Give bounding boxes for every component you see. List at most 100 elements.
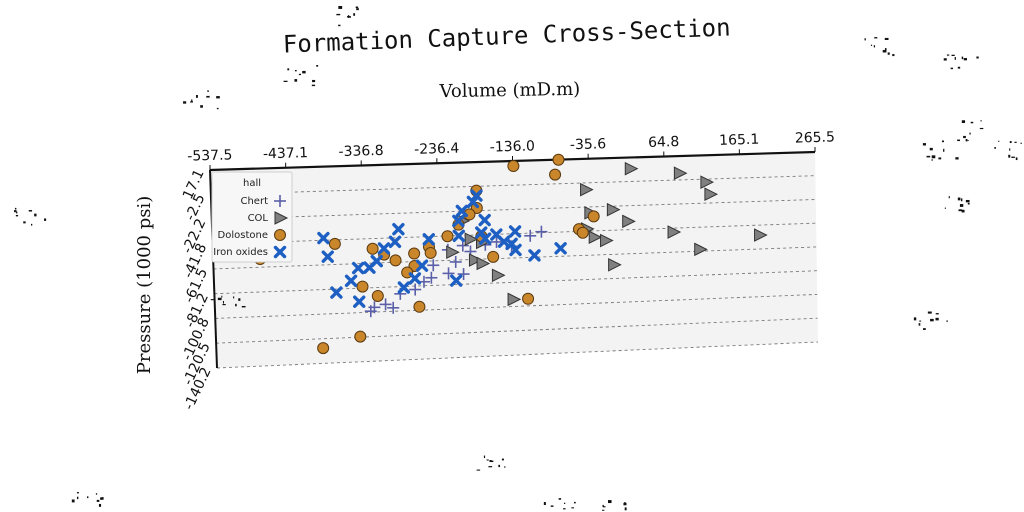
speckle [927, 311, 932, 314]
x-b [490, 228, 503, 241]
speckle [948, 196, 950, 199]
speckle [935, 313, 939, 315]
speckle [489, 460, 492, 463]
speckle [294, 79, 298, 82]
speckle [355, 6, 359, 9]
speckle [200, 105, 203, 108]
speckle [957, 139, 961, 142]
speckle [216, 107, 219, 110]
data-point [509, 243, 522, 257]
speckle [98, 503, 102, 507]
data-point [354, 330, 367, 343]
speckle [946, 320, 948, 323]
data-point [552, 153, 565, 166]
speckle [979, 127, 984, 130]
series-col [446, 161, 768, 307]
legend-box [211, 171, 293, 263]
data-point [487, 250, 500, 263]
speckle [190, 101, 193, 103]
speckle [608, 500, 612, 504]
x-tick-label: -437.1 [263, 145, 309, 162]
x-tick-label: -537.5 [187, 147, 233, 164]
speckle [28, 210, 33, 212]
data-point [457, 268, 470, 281]
speckle [864, 38, 866, 41]
speckle [950, 67, 954, 70]
speckle [336, 13, 341, 16]
speckle [602, 504, 604, 507]
speckle [957, 197, 961, 201]
speckle [76, 492, 79, 494]
speckle [483, 455, 486, 459]
legend-marker [274, 195, 286, 207]
speckle [235, 303, 237, 307]
speckle [970, 121, 974, 124]
speckle [943, 58, 947, 61]
speckle [929, 147, 933, 151]
data-point [452, 214, 465, 228]
speckle [926, 155, 931, 158]
speckle [624, 507, 627, 511]
data-point [397, 281, 411, 294]
x-b [351, 261, 365, 275]
data-point [452, 229, 465, 243]
speckle [994, 147, 996, 149]
data-point [554, 242, 567, 255]
speckle [210, 299, 214, 301]
speckle [217, 297, 222, 301]
speckle [873, 45, 876, 48]
speckle [356, 8, 359, 11]
speckle [347, 16, 351, 18]
speckle [955, 157, 959, 160]
speckle [1008, 154, 1011, 158]
x-b [478, 213, 491, 227]
speckle [573, 501, 576, 504]
data-point [608, 257, 622, 272]
speckle [882, 50, 887, 53]
speckle [233, 296, 235, 299]
x-b [470, 189, 483, 202]
speckle [222, 300, 225, 304]
x-b [330, 286, 343, 299]
speckle [476, 469, 481, 471]
data-point [478, 213, 491, 227]
data-point [622, 214, 636, 229]
speckle [961, 198, 963, 202]
speckle [1009, 141, 1012, 144]
speckle [294, 70, 297, 72]
speckle [918, 323, 921, 326]
speckle [884, 37, 889, 40]
speckle [941, 140, 944, 143]
speckle [963, 135, 966, 139]
speckle [961, 209, 965, 213]
x-b [317, 231, 330, 245]
speckle [191, 99, 193, 102]
data-point [704, 187, 719, 202]
speckle [101, 497, 104, 499]
speckle [951, 54, 955, 56]
speckle [501, 458, 504, 461]
speckle [931, 159, 933, 161]
speckle [1020, 142, 1022, 144]
speckle [965, 199, 970, 203]
x-tick-label: 64.8 [648, 134, 680, 151]
grid-line [213, 246, 817, 270]
speckle [931, 155, 936, 159]
data-point [450, 274, 463, 287]
x-b [363, 261, 376, 274]
speckle [543, 502, 546, 505]
data-point [466, 195, 480, 209]
data-point [371, 289, 384, 302]
data-point [317, 231, 330, 245]
speckle [498, 464, 501, 468]
data-point [507, 160, 520, 173]
speckle [884, 48, 887, 51]
speckle [571, 507, 574, 509]
data-point [441, 230, 454, 243]
speckle [919, 320, 922, 322]
data-point [694, 242, 708, 257]
speckle [183, 101, 187, 104]
data-point [408, 272, 422, 285]
data-point [321, 250, 334, 263]
